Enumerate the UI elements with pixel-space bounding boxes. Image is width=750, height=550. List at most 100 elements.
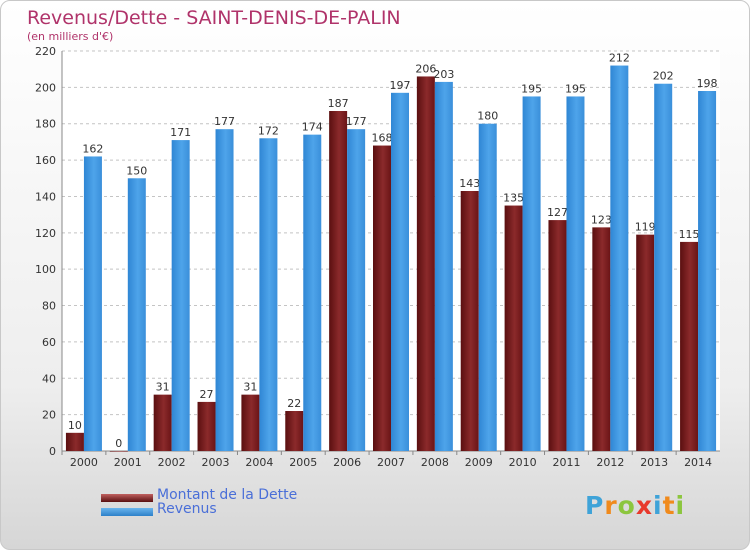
logo-letter: o	[617, 491, 636, 520]
y-tick-label: 180	[35, 118, 56, 131]
bar-revenus	[698, 91, 717, 451]
bar-dette	[636, 234, 655, 451]
x-tick-label: 2011	[552, 456, 580, 469]
data-label-dette: 119	[635, 221, 656, 234]
data-label-revenus: 195	[521, 82, 542, 95]
logo-letter: P	[585, 491, 605, 520]
bar-dette	[548, 220, 567, 451]
legend-swatch-dette	[101, 494, 153, 502]
logo-letter: t	[662, 491, 676, 520]
legend-label-dette: Montant de la Dette	[157, 487, 298, 503]
x-tick-label: 2014	[684, 456, 712, 469]
logo-letter: i	[675, 491, 686, 520]
x-tick-label: 2005	[289, 456, 317, 469]
bar-revenus	[303, 134, 322, 452]
data-label-revenus: 197	[390, 79, 411, 92]
bar-dette	[460, 191, 479, 451]
y-tick-label: 20	[42, 409, 56, 422]
data-label-dette: 168	[372, 132, 393, 145]
bar-revenus	[522, 96, 541, 452]
bar-revenus	[654, 83, 673, 452]
legend-swatch-revenus	[101, 508, 153, 516]
data-label-dette: 206	[415, 62, 436, 75]
bar-dette	[153, 394, 172, 451]
y-tick-label: 60	[42, 336, 56, 349]
y-tick-label: 200	[35, 81, 56, 94]
bar-dette	[592, 227, 611, 451]
bar-dette	[109, 451, 128, 452]
data-label-revenus: 172	[258, 124, 279, 137]
bar-revenus	[610, 65, 629, 451]
x-tick-label: 2008	[421, 456, 449, 469]
data-label-dette: 135	[503, 192, 524, 205]
y-tick-label: 120	[35, 227, 56, 240]
bar-revenus	[83, 156, 102, 452]
bar-dette	[285, 411, 304, 451]
bar-dette	[197, 401, 216, 451]
legend-label-revenus: Revenus	[157, 501, 217, 517]
data-label-revenus: 174	[302, 121, 323, 134]
x-tick-label: 2010	[509, 456, 537, 469]
y-tick-label: 0	[49, 445, 56, 458]
logo-letter: x	[635, 491, 653, 520]
data-label-dette: 31	[243, 381, 257, 394]
x-tick-label: 2007	[377, 456, 405, 469]
x-tick-label: 2013	[640, 456, 668, 469]
data-label-dette: 115	[679, 228, 700, 241]
bar-dette	[504, 205, 523, 451]
bar-dette	[329, 111, 348, 451]
proxiti-logo: Proxiti	[585, 491, 685, 520]
x-tick-label: 2004	[245, 456, 273, 469]
bar-revenus	[347, 129, 366, 451]
x-tick-label: 2012	[596, 456, 624, 469]
data-label-revenus: 203	[433, 68, 454, 81]
bar-revenus	[391, 92, 409, 452]
data-label-revenus: 162	[82, 142, 103, 155]
x-tick-label: 2000	[70, 456, 98, 469]
data-label-revenus: 212	[609, 52, 630, 65]
data-label-revenus: 202	[653, 70, 674, 83]
data-label-dette: 187	[328, 97, 349, 110]
data-label-revenus: 198	[697, 77, 718, 90]
data-label-dette: 127	[547, 206, 568, 219]
bar-dette	[241, 394, 260, 451]
data-label-revenus: 177	[214, 115, 235, 128]
data-label-revenus: 150	[126, 164, 147, 177]
x-tick-label: 2003	[202, 456, 230, 469]
y-tick-label: 80	[42, 300, 56, 313]
data-label-revenus: 171	[170, 126, 191, 139]
data-label-dette: 22	[287, 397, 301, 410]
bar-revenus	[127, 178, 146, 452]
logo-letter: r	[604, 491, 618, 520]
bar-revenus	[434, 81, 453, 451]
data-label-revenus: 180	[477, 110, 498, 123]
data-label-dette: 10	[68, 419, 82, 432]
data-label-revenus: 177	[346, 115, 367, 128]
x-tick-label: 2002	[158, 456, 186, 469]
y-tick-label: 220	[35, 45, 56, 58]
bar-revenus	[478, 123, 497, 452]
data-label-dette: 0	[115, 437, 122, 450]
x-tick-label: 2001	[114, 456, 142, 469]
bar-dette	[373, 145, 391, 451]
y-tick-label: 40	[42, 372, 56, 385]
data-label-revenus: 195	[565, 82, 586, 95]
bar-revenus	[566, 96, 585, 452]
logo-letter: i	[653, 491, 663, 520]
bar-dette	[680, 241, 699, 451]
y-tick-label: 140	[35, 190, 56, 203]
data-label-dette: 31	[156, 381, 170, 394]
data-label-dette: 143	[459, 177, 480, 190]
data-label-dette: 27	[200, 388, 214, 401]
bar-dette	[416, 76, 435, 452]
data-label-dette: 123	[591, 213, 612, 226]
chart-subtitle: (en milliers d'€)	[27, 30, 114, 43]
y-tick-label: 100	[35, 263, 56, 276]
x-tick-label: 2009	[465, 456, 493, 469]
bar-revenus	[259, 138, 278, 452]
chart-title: Revenus/Dette - SAINT-DENIS-DE-PALIN	[27, 7, 401, 29]
y-tick-label: 160	[35, 154, 56, 167]
bar-dette	[65, 432, 84, 451]
